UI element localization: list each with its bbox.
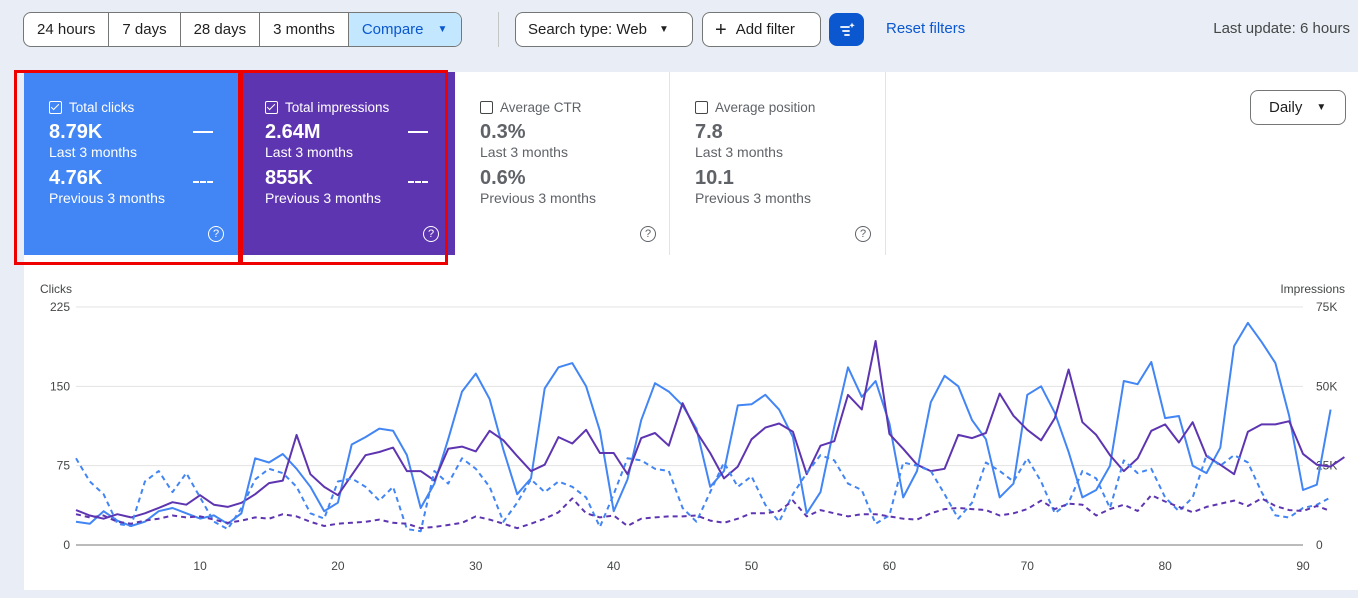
- granularity-label: Daily: [1269, 99, 1303, 116]
- left-axis-label: Clicks: [40, 282, 72, 296]
- x-axis-tick-label: 30: [469, 559, 483, 573]
- help-icon[interactable]: ?: [855, 226, 871, 242]
- metric-previous-period: Previous 3 months: [49, 190, 165, 206]
- date-range-selector: 24 hours 7 days 28 days 3 months Compare…: [23, 12, 463, 47]
- search-type-dropdown[interactable]: Search type: Web ▼: [515, 12, 693, 47]
- dashed-line-legend-icon: [193, 181, 213, 183]
- right-axis-tick-label: 75K: [1316, 300, 1337, 314]
- series-line-left-dashed: [75, 454, 1332, 533]
- metric-current-period: Last 3 months: [49, 144, 137, 160]
- metric-current-period: Last 3 months: [480, 144, 568, 160]
- compare-label: Compare: [361, 21, 424, 38]
- add-filter-label: Add filter: [735, 21, 795, 38]
- help-icon[interactable]: ?: [423, 226, 439, 242]
- metric-previous-period: Previous 3 months: [695, 190, 811, 206]
- reset-filters-link[interactable]: Reset filters: [886, 20, 966, 37]
- metric-current-value: 7.8: [695, 121, 723, 143]
- series-line-left-solid: [75, 321, 1332, 527]
- left-axis-tick-label: 225: [50, 300, 70, 314]
- dashed-line-legend-icon: [408, 181, 428, 183]
- metric-card-total-impressions[interactable]: Total impressions 2.64M Last 3 months 85…: [240, 72, 455, 255]
- checkbox-checked-icon[interactable]: [49, 100, 62, 114]
- range-3-months-button[interactable]: 3 months: [260, 13, 349, 46]
- x-axis-tick-label: 40: [607, 559, 621, 573]
- metric-previous-value: 4.76K: [49, 167, 103, 189]
- filter-suggestions-button[interactable]: [829, 13, 864, 46]
- series-line-right-dashed: [75, 494, 1331, 530]
- x-axis-tick-label: 70: [1021, 559, 1035, 573]
- metric-label: Total clicks: [69, 99, 135, 115]
- compare-dropdown[interactable]: Compare ▼: [348, 13, 462, 46]
- granularity-dropdown[interactable]: Daily ▼: [1250, 90, 1346, 125]
- right-axis-tick-label: 0: [1316, 538, 1323, 552]
- metric-label: Total impressions: [285, 99, 390, 115]
- left-axis-tick-label: 0: [63, 538, 70, 552]
- left-axis-tick-label: 75: [57, 459, 71, 473]
- search-type-label: Search type: Web: [528, 21, 647, 38]
- range-7-days-button[interactable]: 7 days: [109, 13, 181, 46]
- metric-header: Average CTR: [480, 99, 669, 115]
- solid-line-legend-icon: [408, 131, 428, 133]
- metric-card-average-position[interactable]: Average position 7.8 Last 3 months 10.1 …: [670, 72, 886, 255]
- metric-header: Total impressions: [265, 99, 455, 115]
- metric-card-average-ctr[interactable]: Average CTR 0.3% Last 3 months 0.6% Prev…: [455, 72, 670, 255]
- metric-header: Total clicks: [49, 99, 240, 115]
- metric-previous-period: Previous 3 months: [480, 190, 596, 206]
- sparkle-filter-icon: [839, 22, 855, 36]
- x-axis-tick-label: 50: [745, 559, 759, 573]
- left-axis-tick-label: 150: [50, 379, 70, 393]
- metric-previous-value: 10.1: [695, 167, 734, 189]
- x-axis-tick-label: 80: [1158, 559, 1172, 573]
- metric-current-value: 0.3%: [480, 121, 526, 143]
- caret-down-icon: ▼: [658, 24, 669, 35]
- right-axis-tick-label: 50K: [1316, 379, 1337, 393]
- metric-card-total-clicks[interactable]: Total clicks 8.79K Last 3 months 4.76K P…: [24, 72, 240, 255]
- metric-header: Average position: [695, 99, 885, 115]
- x-axis-tick-label: 10: [193, 559, 207, 573]
- checkbox-unchecked-icon[interactable]: [695, 100, 708, 114]
- series-line-right-solid: [75, 340, 1345, 520]
- metric-label: Average position: [715, 99, 816, 115]
- left-axis-ticks: 0 75 150 225: [50, 300, 70, 552]
- x-axis-tick-label: 20: [331, 559, 345, 573]
- toolbar-divider: [498, 12, 499, 47]
- right-axis-label: Impressions: [1280, 282, 1345, 296]
- add-filter-button[interactable]: + Add filter: [702, 12, 821, 47]
- x-axis-tick-label: 90: [1296, 559, 1310, 573]
- x-axis-ticks: 10 20 30 40 50 60 70 80 90: [193, 559, 1310, 573]
- metric-label: Average CTR: [500, 99, 582, 115]
- caret-down-icon: ▼: [1316, 102, 1327, 113]
- metric-current-period: Last 3 months: [265, 144, 353, 160]
- gridlines: [76, 306, 1303, 546]
- performance-panel: Total clicks 8.79K Last 3 months 4.76K P…: [24, 72, 1358, 590]
- metric-current-period: Last 3 months: [695, 144, 783, 160]
- plus-icon: +: [715, 18, 727, 41]
- metric-previous-value: 0.6%: [480, 167, 526, 189]
- last-update-text: Last update: 6 hours: [1213, 20, 1350, 37]
- toolbar: 24 hours 7 days 28 days 3 months Compare…: [0, 0, 1358, 60]
- metric-current-value: 8.79K: [49, 121, 103, 143]
- checkbox-checked-icon[interactable]: [265, 100, 278, 114]
- x-axis-tick-label: 60: [883, 559, 897, 573]
- checkbox-unchecked-icon[interactable]: [480, 100, 493, 114]
- help-icon[interactable]: ?: [208, 226, 224, 242]
- caret-down-icon: ▼: [437, 24, 448, 35]
- range-24-hours-button[interactable]: 24 hours: [24, 13, 110, 46]
- range-28-days-button[interactable]: 28 days: [181, 13, 261, 46]
- solid-line-legend-icon: [193, 131, 213, 133]
- metric-current-value: 2.64M: [265, 121, 321, 143]
- series-lines: [75, 321, 1345, 533]
- metric-previous-period: Previous 3 months: [265, 190, 381, 206]
- help-icon[interactable]: ?: [640, 226, 656, 242]
- metric-previous-value: 855K: [265, 167, 313, 189]
